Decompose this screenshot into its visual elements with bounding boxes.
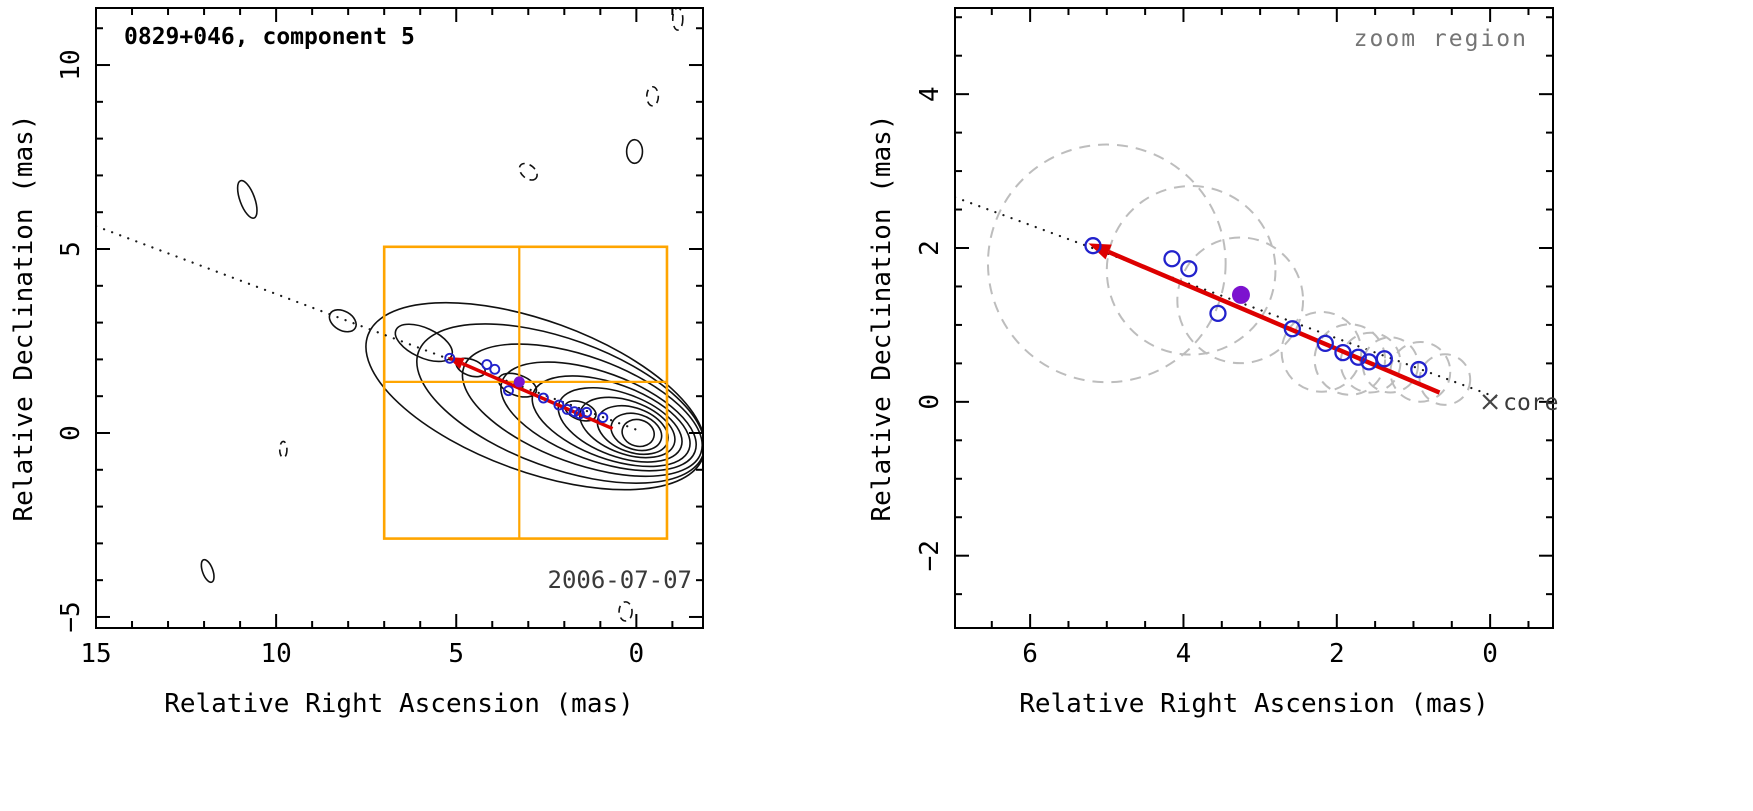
component-position-marker: [1283, 320, 1301, 338]
component-position-marker: [1334, 343, 1352, 362]
map-tick-labels: 15 10 5 0 −5 0 5 10: [56, 49, 644, 669]
component-position-marker: [489, 363, 501, 375]
component-position-marker: [444, 352, 456, 364]
x-tick-label: 2: [1329, 639, 1345, 669]
contour-line: [200, 558, 215, 584]
negative-contour-line: [646, 85, 660, 107]
component-position-marker: [568, 406, 580, 418]
jet-trajectory-line: [955, 196, 1498, 399]
contour-line: [394, 323, 454, 363]
zoom-plot-area: [955, 143, 1498, 410]
component-position-marker: [1209, 304, 1227, 323]
component-position-marker: [503, 385, 514, 397]
zoom-axis-frame: [954, 7, 1554, 629]
component-position-marker: [1375, 350, 1393, 368]
contour-line: [625, 138, 644, 165]
contour-line: [461, 343, 703, 478]
x-tick-label: 4: [1176, 639, 1192, 669]
y-tick-label: 0: [56, 425, 86, 441]
beam-size-circle: [986, 143, 1227, 384]
zoom-region-label: zoom region: [1354, 26, 1528, 52]
component-position-marker: [573, 408, 585, 420]
component-position-marker: [1349, 348, 1367, 366]
component-position-marker: [597, 412, 609, 423]
core-marker: [1482, 394, 1498, 410]
map-xaxis-label: Relative Right Ascension (mas): [164, 689, 634, 719]
x-tick-label: 0: [1482, 639, 1498, 669]
map-panel: 15 10 5 0 −5 0 5 10 0829+046, component 5 2006-…: [9, 7, 704, 719]
contour-line: [365, 301, 703, 491]
y-tick-label: −2: [915, 540, 945, 571]
zoom-xaxis-label: Relative Right Ascension (mas): [1019, 689, 1489, 719]
component-position-marker: [1163, 250, 1181, 268]
velocity-arrowhead: [1088, 243, 1112, 260]
y-tick-label: 0: [915, 394, 945, 410]
beam-size-circle: [1280, 310, 1363, 393]
velocity-arrowhead: [447, 357, 465, 370]
source-title: 0829+046, component 5: [124, 24, 415, 50]
zoom-panel: 6 4 2 0 −2 0 2 4 zoom region Relative Right Asc…: [867, 7, 1559, 719]
x-tick-label: 15: [80, 639, 111, 669]
contour-line: [610, 412, 663, 452]
current-epoch-marker: [1231, 285, 1250, 304]
zoom-box: [382, 245, 669, 540]
velocity-arrow: [1107, 249, 1441, 395]
contour-line: [557, 386, 683, 463]
component-position-marker: [581, 406, 593, 418]
contour-line: [596, 404, 669, 456]
zoom-tick-labels: 6 4 2 0 −2 0 2 4: [915, 86, 1498, 669]
y-tick-label: 10: [56, 49, 86, 80]
epoch-date-label: 2006-07-07: [548, 566, 693, 594]
x-tick-label: 6: [1022, 639, 1038, 669]
map-plot-area: [96, 8, 703, 622]
negative-contour-line: [671, 8, 684, 31]
axis-frame: [95, 7, 704, 629]
component-position-marker: [481, 359, 493, 370]
negative-contour-line: [278, 440, 288, 459]
velocity-arrow: [461, 361, 614, 431]
component-position-marker: [537, 392, 549, 404]
beam-size-circle: [1105, 184, 1277, 356]
component-position-marker: [1084, 237, 1102, 255]
beam-size-circle: [1418, 353, 1472, 406]
contour-line: [236, 179, 258, 219]
component-position-marker: [1180, 260, 1198, 278]
contour-line: [328, 308, 357, 333]
contour-line: [621, 418, 655, 448]
y-tick-label: 5: [56, 241, 86, 257]
component-position-marker: [553, 399, 565, 411]
beam-size-circle: [1176, 236, 1305, 365]
negative-contour-line: [618, 601, 633, 622]
axis-frame: [954, 7, 1554, 629]
y-tick-label: 4: [915, 86, 945, 102]
core-label: core: [1503, 390, 1558, 416]
component-position-marker: [561, 403, 573, 415]
negative-contour-line: [518, 162, 538, 181]
zoom-yaxis-label: Relative Declination (mas): [867, 115, 897, 522]
map-yaxis-label: Relative Declination (mas): [9, 115, 39, 522]
x-tick-label: 0: [629, 639, 645, 669]
current-epoch-marker: [513, 376, 525, 388]
map-axis-frame: [95, 7, 704, 629]
beam-size-circle: [1339, 331, 1402, 394]
component-position-marker: [1410, 360, 1428, 379]
y-tick-label: −5: [56, 601, 86, 632]
y-tick-label: 2: [915, 240, 945, 256]
x-tick-label: 5: [448, 639, 464, 669]
component-position-marker: [1316, 334, 1334, 353]
beam-size-circle: [1389, 340, 1452, 403]
x-tick-label: 10: [260, 639, 291, 669]
contour-line: [578, 396, 676, 459]
